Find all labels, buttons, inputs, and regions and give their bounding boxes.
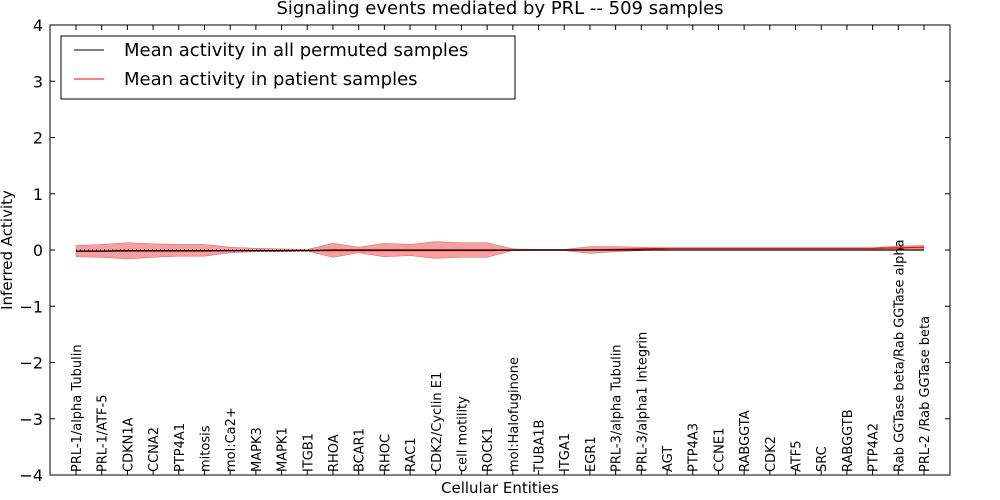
x-tick-label: RHOA <box>327 434 342 472</box>
legend: Mean activity in all permuted samples Me… <box>60 35 516 100</box>
chart-title: Signaling events mediated by PRL -- 509 … <box>276 0 723 19</box>
x-tick-label: PRL-1/alpha Tubulin <box>70 344 85 472</box>
x-tick-label: CDK2 <box>764 436 779 472</box>
x-tick-label: RABGGTB <box>841 409 856 472</box>
x-tick-label: mitosis <box>198 425 213 472</box>
x-tick-labels: PRL-1/alpha Tubulin PRL-1/ATF-5 CDKN1A CCNA… <box>70 239 933 473</box>
x-tick-label: mol:Ca2+ <box>224 407 239 472</box>
y-tick-label: −2 <box>19 354 43 373</box>
legend-label-permuted: Mean activity in all permuted samples <box>124 40 468 61</box>
x-tick-label: PRL-3/alpha Tubulin <box>610 344 625 472</box>
y-tick-label: 2 <box>33 129 43 148</box>
x-tick-label: TUBA1B <box>533 420 548 473</box>
x-tick-label: PTP4A1 <box>173 423 188 472</box>
x-tick-label: RABGGTA <box>738 410 753 472</box>
x-tick-label: RAC1 <box>404 437 419 472</box>
x-tick-label: EGR1 <box>584 436 599 472</box>
y-tick-label: −4 <box>19 466 43 485</box>
x-tick-label: PTP4A3 <box>687 423 702 472</box>
y-tick-label: 4 <box>33 16 43 35</box>
x-tick-label: PRL-1/ATF-5 <box>96 395 111 473</box>
legend-label-patient: Mean activity in patient samples <box>124 69 418 90</box>
x-tick-label: ATF5 <box>790 440 805 472</box>
x-tick-label: CDK2/Cyclin E1 <box>430 372 445 472</box>
x-tick-label: CCNA2 <box>147 427 162 472</box>
x-tick-label: CDKN1A <box>121 417 136 472</box>
x-tick-label: MAPK3 <box>250 427 265 472</box>
x-tick-label: ITGB1 <box>301 433 316 472</box>
x-tick-label: Rab GGTase beta/Rab GGTase alpha <box>892 239 907 472</box>
x-tick-label: PRL-3/alpha1 Integrin <box>635 332 650 472</box>
x-ticks <box>75 25 925 475</box>
x-axis-label: Cellular Entities <box>441 479 559 497</box>
x-tick-label: MAPK1 <box>276 427 291 472</box>
x-tick-label: PTP4A2 <box>867 423 882 472</box>
y-tick-label: −1 <box>19 297 43 316</box>
x-tick-label: mol:Halofuginone <box>507 357 522 472</box>
x-tick-label: SRC <box>815 446 830 472</box>
x-tick-label: RHOC <box>378 434 393 472</box>
series-line-permuted <box>76 249 924 252</box>
y-tick-label: 3 <box>33 72 43 91</box>
plot-frame <box>49 24 951 476</box>
y-tick-label: 1 <box>33 185 43 204</box>
x-tick-label: CCNE1 <box>712 428 727 472</box>
x-tick-label: ROCK1 <box>481 427 496 472</box>
x-tick-label: BCAR1 <box>353 428 368 472</box>
x-tick-label: cell motility <box>455 396 470 472</box>
x-tick-label: AGT <box>661 446 676 472</box>
x-tick-label: ITGA1 <box>558 433 573 472</box>
legend-box <box>60 35 516 100</box>
y-tick-label: 0 <box>33 241 43 260</box>
series-group <box>76 246 925 252</box>
y-tick-label: −3 <box>19 410 43 429</box>
y-ticks: 4 3 2 1 0 −1 −2 −3 −4 <box>19 16 950 485</box>
y-axis-label: Inferred Activity <box>0 190 16 310</box>
x-tick-label: PRL-2 /Rab GGTase beta <box>918 316 933 472</box>
